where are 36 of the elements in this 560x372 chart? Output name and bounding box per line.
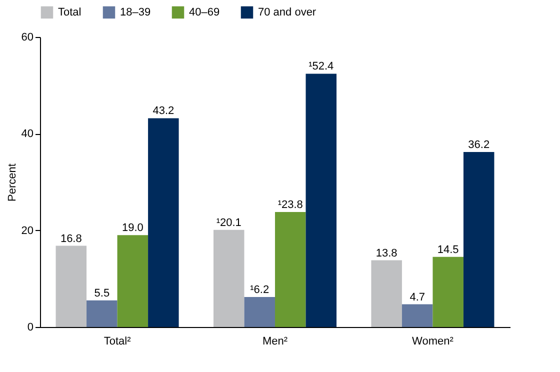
legend-label: 40–69 [189,6,220,18]
legend-label: Total [58,6,82,18]
bar [86,300,118,327]
data-label: 13.8 [376,247,398,260]
data-label: 14.5 [437,244,459,256]
data-label: ¹6.2 [250,284,270,296]
bar [275,212,306,327]
x-tick-label: Women² [412,336,454,348]
data-label: 16.8 [60,232,82,245]
y-tick-label: 40 [21,128,34,140]
legend-label: 70 and over [258,6,316,18]
bar [117,235,148,327]
data-label: ¹20.1 [216,216,242,229]
y-axis-title: Percent [6,164,18,202]
bar [371,260,402,327]
bar [56,246,87,327]
data-label: ¹23.8 [278,198,303,211]
legend-label: 18–39 [120,6,151,18]
bar [402,304,433,327]
data-label: 5.5 [94,287,110,300]
data-label: 36.2 [468,139,490,152]
bar [306,74,337,327]
data-label: ¹52.4 [308,60,334,73]
bar [213,230,244,327]
data-label: 19.0 [122,222,144,234]
bar [148,118,179,327]
bar [244,297,275,327]
y-tick-label: 20 [21,224,34,237]
x-tick-label: Men² [262,336,288,348]
x-tick-label: Total² [104,336,132,348]
y-tick-label: 60 [21,32,34,44]
data-label: 43.2 [152,105,174,118]
y-tick-label: 0 [27,322,34,334]
data-label: 4.7 [410,291,425,304]
bar [463,152,494,327]
bar [432,256,464,327]
